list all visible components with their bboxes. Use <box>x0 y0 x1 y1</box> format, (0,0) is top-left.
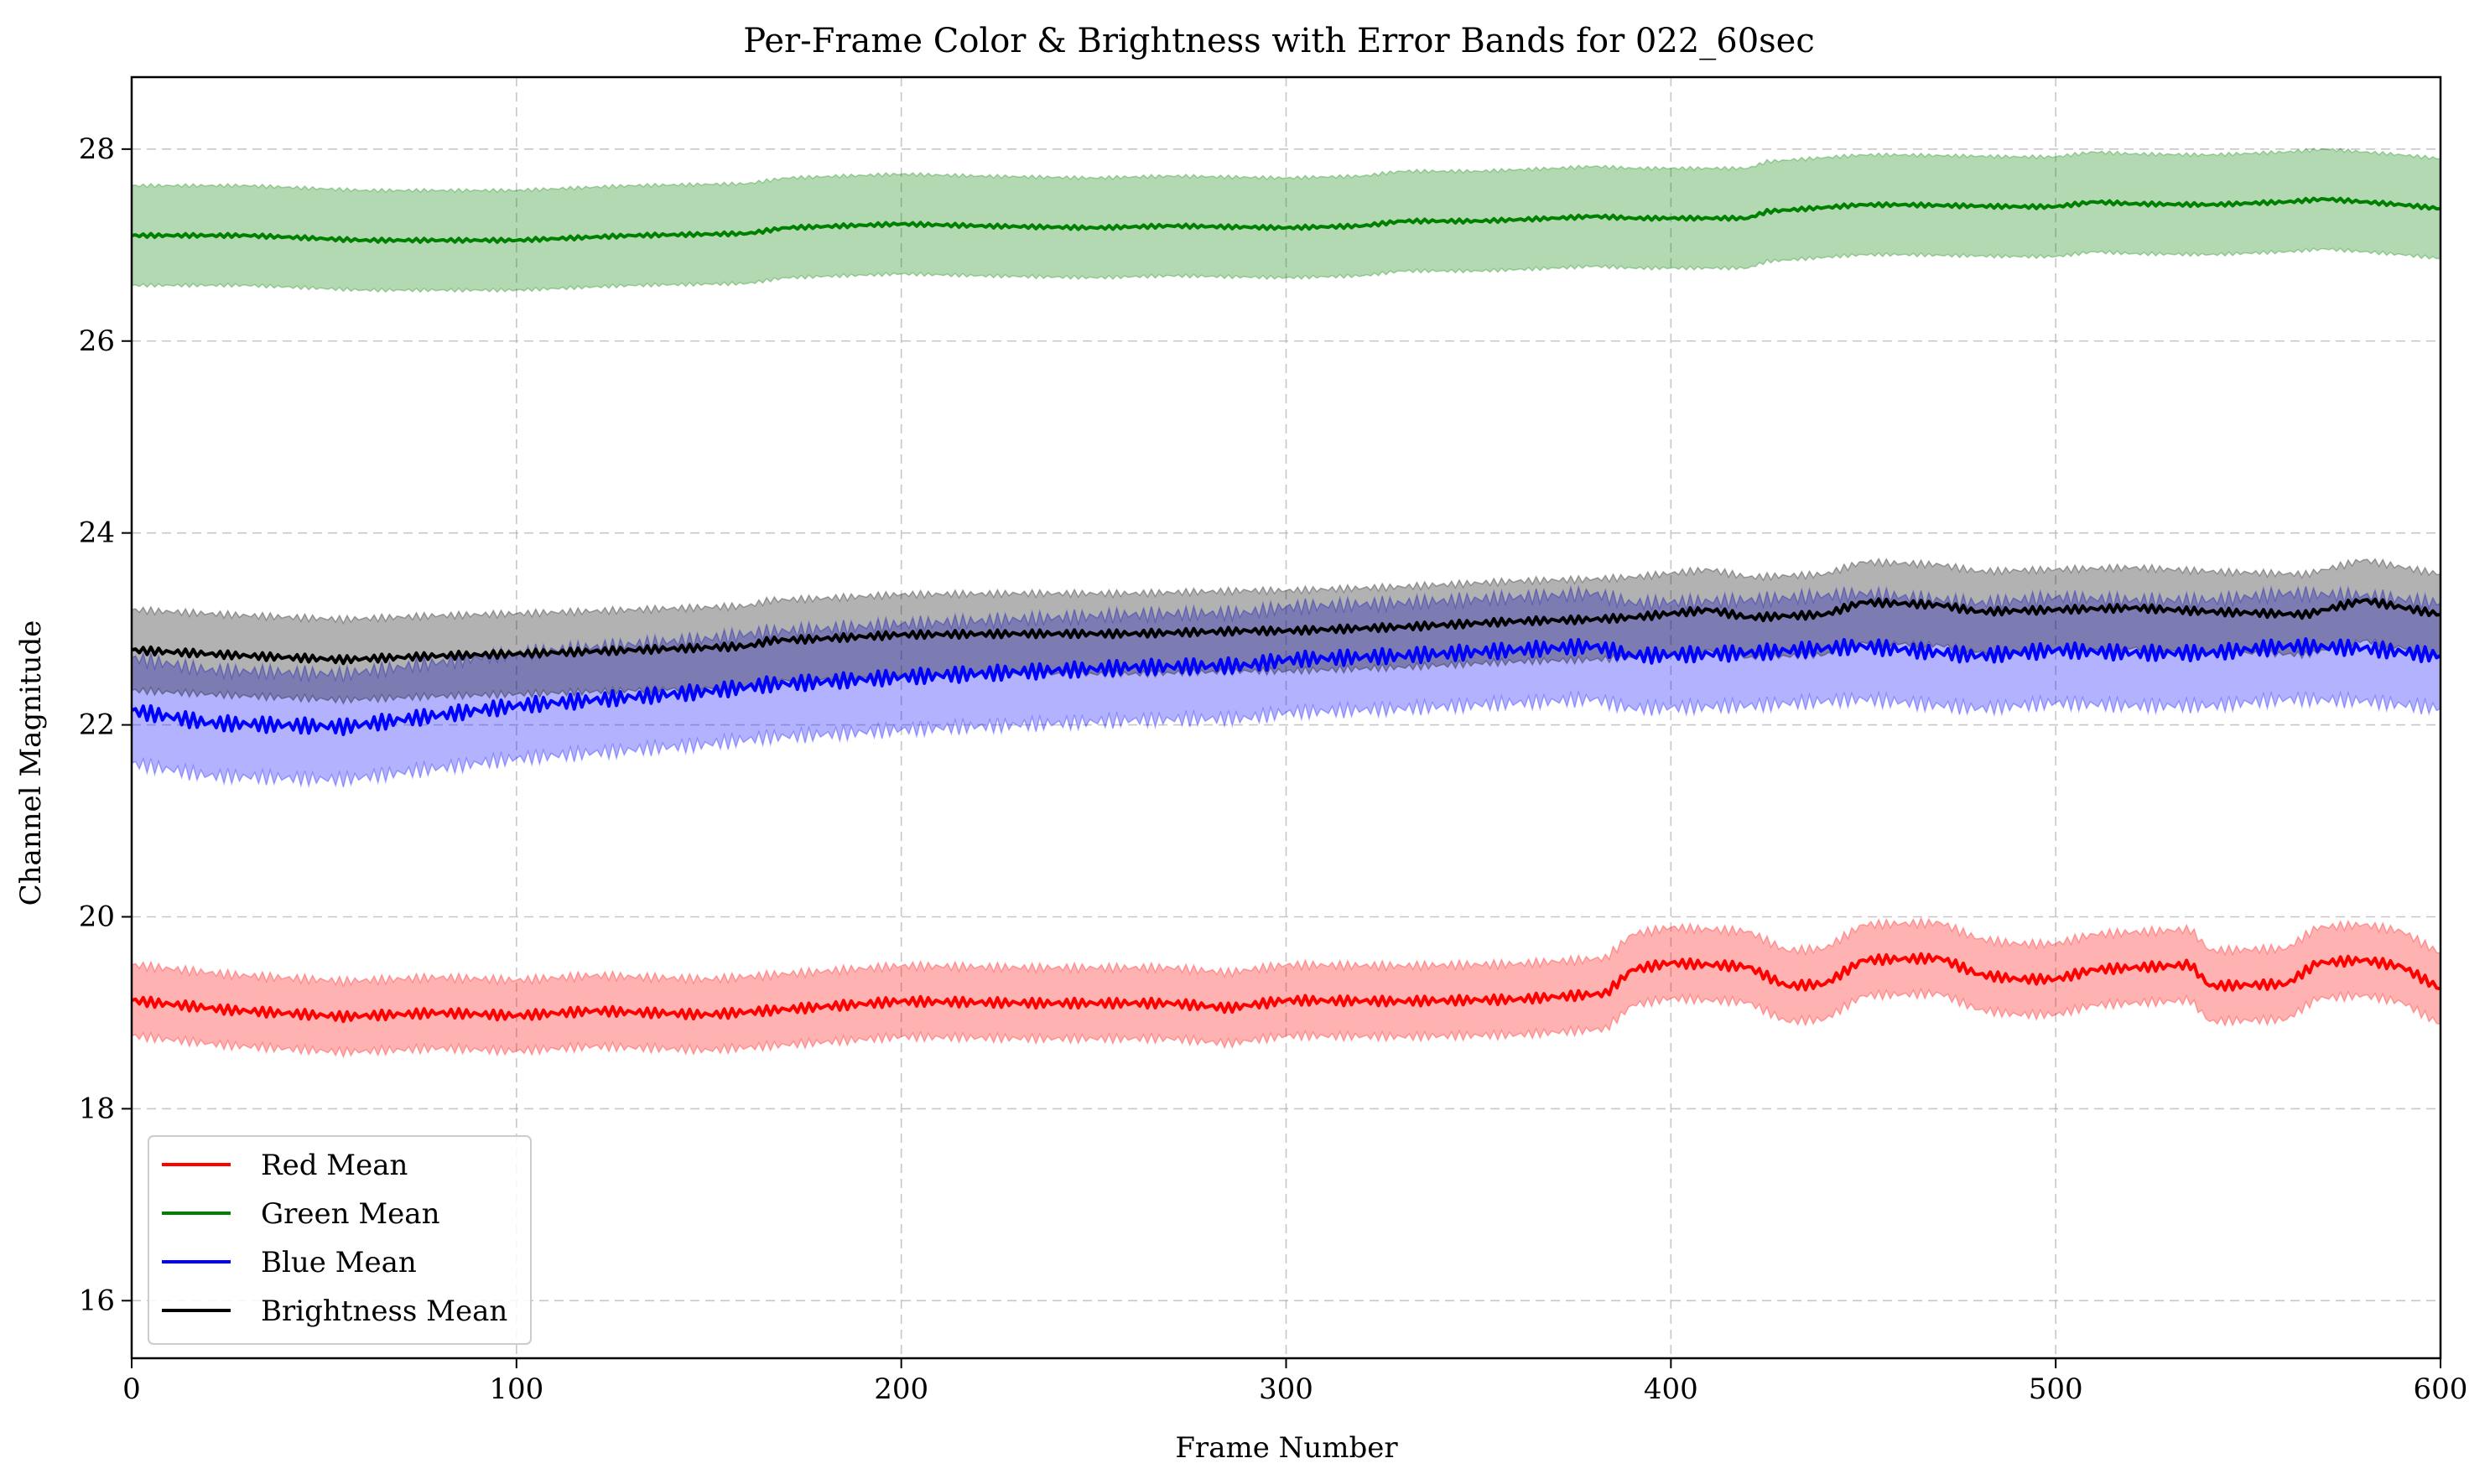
legend: Red Mean Green Mean Blue Mean Brightness Me… <box>148 1135 532 1345</box>
x-axis-label: Frame Number <box>1175 1431 1398 1465</box>
y-tick-label: 20 <box>79 900 115 933</box>
chart-title: Per-Frame Color & Brightness with Error … <box>743 22 1815 60</box>
legend-box <box>148 1135 532 1345</box>
x-tick-label: 300 <box>1259 1372 1313 1406</box>
y-axis-label: Channel Magnitude <box>14 620 48 906</box>
series-line-brightness-mean <box>131 597 2441 666</box>
y-tick-label: 22 <box>79 708 115 742</box>
legend-label: Brightness Mean <box>261 1295 507 1328</box>
series-lines <box>131 196 2441 1024</box>
axis-ticks: 0 100 200 300 400 500 600 16 18 20 22 24 26 28 <box>79 132 2468 1406</box>
y-tick-label: 26 <box>79 324 115 358</box>
x-tick-label: 500 <box>2029 1372 2083 1406</box>
grid <box>131 77 2441 1358</box>
series-line-green-mean <box>131 196 2441 244</box>
legend-label: Green Mean <box>261 1197 439 1231</box>
legend-label: Blue Mean <box>261 1246 417 1279</box>
y-tick-label: 24 <box>79 516 115 550</box>
x-tick-label: 200 <box>874 1372 928 1406</box>
legend-label: Red Mean <box>261 1149 408 1182</box>
series-line-blue-mean <box>131 637 2441 736</box>
y-tick-label: 28 <box>79 132 115 166</box>
x-tick-label: 100 <box>489 1372 543 1406</box>
y-tick-label: 16 <box>79 1284 115 1317</box>
y-tick-label: 18 <box>79 1092 115 1125</box>
x-tick-label: 400 <box>1644 1372 1698 1406</box>
x-tick-label: 600 <box>2414 1372 2468 1406</box>
series-line-red-mean <box>131 952 2441 1024</box>
x-tick-label: 0 <box>122 1372 141 1406</box>
